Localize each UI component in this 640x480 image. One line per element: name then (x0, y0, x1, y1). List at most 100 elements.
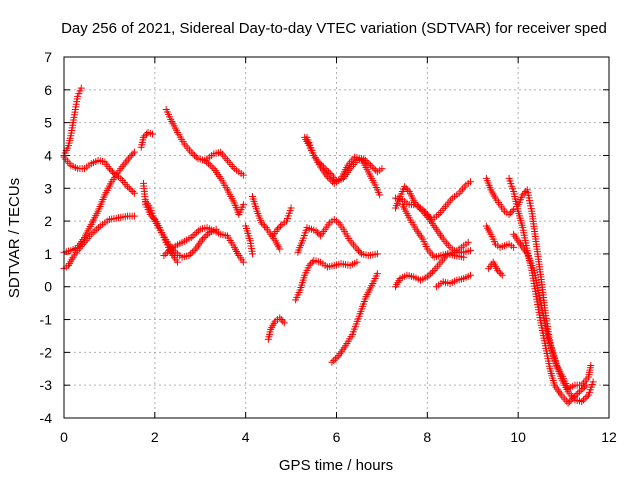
data-point (118, 163, 126, 171)
series-arc-13 (269, 204, 295, 240)
data-point (280, 319, 288, 327)
data-point (423, 273, 431, 281)
data-point (164, 248, 172, 256)
data-point (508, 207, 516, 215)
data-point (275, 224, 283, 232)
data-point (189, 232, 197, 240)
series-arc-14 (264, 314, 288, 343)
data-point (287, 204, 295, 212)
data-point (353, 258, 361, 266)
data-point (583, 393, 591, 401)
y-tick-label: 0 (44, 279, 52, 295)
data-point (578, 398, 586, 406)
x-tick-label: 8 (423, 429, 431, 445)
series-arc-07 (142, 197, 220, 261)
series-arc-23 (398, 201, 468, 261)
data-point (460, 253, 468, 261)
data-point (505, 211, 513, 219)
data-point (204, 230, 212, 238)
data-point (141, 132, 149, 140)
data-point (404, 186, 412, 194)
data-point (121, 159, 129, 167)
data-point (566, 398, 574, 406)
data-point (581, 383, 589, 391)
data-point (259, 220, 267, 228)
data-point (494, 266, 502, 274)
data-point (204, 160, 212, 168)
series-arc-05 (137, 128, 157, 151)
data-point (497, 270, 505, 278)
data-point (572, 391, 580, 399)
data-point (95, 224, 103, 232)
series-arc-12 (242, 222, 256, 258)
data-point (206, 161, 214, 169)
data-point (108, 168, 116, 176)
data-point (466, 178, 474, 186)
data-point (187, 250, 195, 258)
data-point (464, 238, 472, 246)
data-point (125, 184, 133, 192)
data-point (354, 247, 362, 255)
series-arc-27 (485, 258, 506, 279)
series-arc-04 (60, 153, 138, 197)
data-point (185, 252, 193, 260)
x-tick-label: 0 (60, 429, 68, 445)
x-tick-label: 10 (510, 429, 526, 445)
data-point (189, 150, 197, 158)
data-point (419, 206, 427, 214)
data-point (507, 209, 515, 217)
data-point (570, 393, 578, 401)
data-point (520, 189, 528, 197)
data-point (428, 268, 436, 276)
data-point (127, 186, 135, 194)
data-points (60, 84, 597, 407)
data-point (174, 258, 182, 266)
data-point (162, 250, 170, 258)
series-arc-30 (510, 230, 597, 406)
data-point (402, 184, 410, 192)
data-point (129, 188, 137, 196)
data-point (308, 258, 316, 266)
data-point (107, 166, 115, 174)
y-tick-label: 6 (44, 82, 52, 98)
x-tick-label: 2 (151, 429, 159, 445)
series-arc-22 (392, 178, 474, 223)
data-point (126, 153, 134, 161)
y-tick-label: -1 (40, 312, 53, 328)
data-point (328, 358, 336, 366)
data-point (315, 230, 323, 238)
data-point (365, 160, 373, 168)
series-arc-20 (392, 238, 472, 291)
data-point (165, 247, 173, 255)
series-arc-24 (432, 271, 474, 291)
data-point (187, 148, 195, 156)
data-point (239, 258, 247, 266)
series-arc-25 (482, 174, 518, 219)
data-point (331, 355, 339, 363)
data-point (199, 235, 207, 243)
data-point (420, 207, 428, 215)
data-point (194, 227, 202, 235)
series-arc-19 (328, 270, 381, 366)
data-point (193, 229, 201, 237)
data-point (330, 357, 338, 365)
series-arc-15 (292, 256, 361, 304)
data-point (373, 270, 381, 278)
data-point (129, 150, 137, 158)
data-point (574, 389, 582, 397)
data-point (579, 396, 587, 404)
y-tick-label: 7 (44, 49, 52, 65)
data-point (105, 165, 113, 173)
series-arc-09 (160, 224, 247, 266)
data-point (89, 229, 97, 237)
data-point (326, 170, 334, 178)
data-point (123, 157, 131, 165)
data-point (273, 225, 281, 233)
data-point (124, 183, 132, 191)
data-point (575, 388, 583, 396)
data-point (93, 225, 101, 233)
data-point (495, 268, 503, 276)
data-point (333, 353, 341, 361)
data-point (422, 209, 430, 217)
